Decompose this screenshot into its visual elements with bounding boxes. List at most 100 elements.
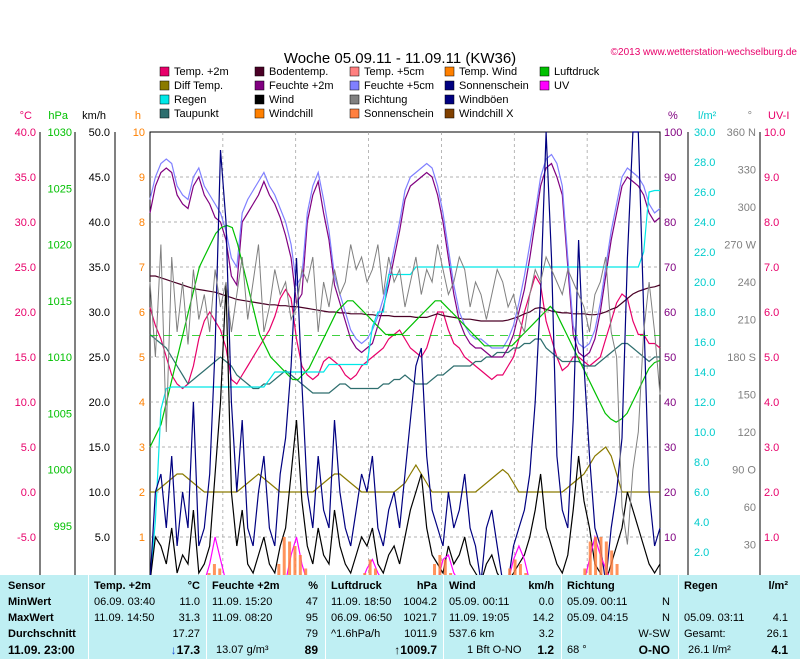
legend-swatch-10 [349, 94, 360, 105]
max-wind-time: 11.09. 19:05 [449, 612, 510, 624]
copyright-text: ©2013 www.wetterstation-wechselburg.de [611, 47, 798, 58]
min-temp-value: 11.0 [179, 596, 200, 608]
rain-axis-tick-3: 24.0 [694, 217, 715, 229]
degree-axis-tick-6: 180 S [727, 352, 756, 364]
rain-axis-tick-2: 26.0 [694, 187, 715, 199]
legend-swatch-4 [254, 66, 265, 77]
kmh-axis-tick-1: 45.0 [89, 172, 110, 184]
legend-swatch-14 [444, 94, 455, 105]
column-divider [88, 575, 89, 659]
legend-swatch-6 [254, 94, 265, 105]
legend-label-0: Temp. +2m [174, 66, 229, 78]
celsius-axis-tick-0: 40.0 [15, 127, 36, 139]
current-wind-bft: 1 Bft O-NO [467, 644, 522, 656]
max-richtung-time: 05.09. 04:15 [567, 612, 629, 624]
sunshine-bar-69 [518, 564, 522, 582]
hours-axis-unit: h [135, 110, 141, 122]
degree-axis-tick-0: 360 N [727, 127, 756, 139]
rain-axis-tick-8: 14.0 [694, 367, 715, 379]
percent-axis-tick-2: 80 [664, 217, 676, 229]
header-wind-unit: km/h [528, 580, 554, 592]
avg-regen-value: 26.1 [766, 628, 788, 640]
kmh-axis-tick-3: 35.0 [89, 262, 110, 274]
max-temp-value: 31.3 [178, 612, 200, 624]
series-line-diff-temp- [150, 446, 660, 493]
rain-axis-tick-5: 20.0 [694, 277, 715, 289]
kmh-axis-unit: km/h [82, 110, 106, 122]
hours-axis-tick-0: 10 [133, 127, 145, 139]
legend-swatch-13 [444, 80, 455, 91]
series-line-bodentemp- [150, 275, 661, 322]
max-temp-time: 11.09. 14:50 [94, 612, 155, 624]
legend-label-10: Richtung [364, 94, 407, 106]
sunshine-bar-24 [277, 564, 281, 582]
rain-axis-tick-13: 4.0 [694, 517, 709, 529]
kmh-axis-tick-8: 10.0 [89, 487, 110, 499]
degree-axis-tick-4: 240 [738, 277, 756, 289]
series-line-feuchte-5cm [149, 153, 661, 349]
degree-axis-tick-1: 330 [738, 165, 756, 177]
sunshine-bar-27 [293, 546, 297, 582]
kmh-axis-tick-2: 40.0 [89, 217, 110, 229]
degree-axis-tick-2: 300 [738, 202, 756, 214]
legend-swatch-16 [539, 66, 550, 77]
degree-axis-unit: ° [748, 110, 752, 122]
column-divider [206, 575, 207, 659]
min-richtung-value: N [662, 596, 670, 608]
degree-axis-tick-10: 60 [744, 502, 756, 514]
row-label-min: MinWert [8, 596, 52, 608]
degree-axis-tick-8: 120 [738, 427, 756, 439]
kmh-axis-tick-5: 25.0 [89, 352, 110, 364]
legend-swatch-15 [444, 108, 455, 119]
rain-axis-tick-7: 16.0 [694, 337, 715, 349]
kmh-axis-tick-4: 30.0 [89, 307, 110, 319]
header-regen: Regen [684, 580, 718, 592]
uv-axis-tick-8: 2.0 [764, 487, 779, 499]
plot-grid [150, 132, 660, 582]
hours-axis-tick-8: 2 [139, 487, 145, 499]
sunshine-bar-28 [298, 555, 302, 582]
legend-swatch-7 [254, 108, 265, 119]
row-label-avg: Durchschnitt [8, 628, 76, 640]
uv-axis-tick-6: 4.0 [764, 397, 779, 409]
current-richtung-value: O-NO [638, 643, 670, 657]
hpa-axis-unit: hPa [48, 110, 68, 122]
uv-axis-tick-1: 9.0 [764, 172, 779, 184]
legend-swatch-3 [159, 108, 170, 119]
min-richtung-time: 05.09. 00:11 [567, 596, 628, 608]
uv-axis-tick-2: 8.0 [764, 217, 779, 229]
celsius-axis-tick-8: 0.0 [21, 487, 36, 499]
rain-axis-tick-6: 18.0 [694, 307, 715, 319]
kmh-axis-tick-6: 20.0 [89, 397, 110, 409]
hours-axis-tick-7: 3 [139, 442, 145, 454]
legend-label-9: Feuchte +5cm [364, 80, 434, 92]
column-divider [678, 575, 679, 659]
percent-axis-unit: % [668, 110, 678, 122]
header-feuchte: Feuchte +2m [212, 580, 280, 592]
sunshine-bar-87 [615, 564, 619, 582]
header-luftdruck-unit: hPa [416, 580, 437, 592]
legend-label-2: Regen [174, 94, 206, 106]
min-luftdruck-time: 11.09. 18:50 [331, 596, 392, 608]
avg-richtung-value: W-SW [638, 628, 670, 640]
legend-label-12: Temp. Wind [459, 66, 517, 78]
legend-label-8: Temp. +5cm [364, 66, 424, 78]
legend-label-11: Sonnenschein [364, 108, 434, 120]
sunshine-bar-53 [433, 564, 437, 582]
uv-axis-tick-4: 6.0 [764, 307, 779, 319]
max-regen-time: 05.09. 03:11 [684, 612, 745, 624]
uv-axis-unit: UV-I [768, 110, 789, 122]
hours-axis-tick-5: 5 [139, 352, 145, 364]
percent-axis-tick-9: 10 [664, 532, 676, 544]
chart-legend: Temp. +2m Diff Temp. Regen Taupunkt Bodentem… [159, 66, 600, 120]
legend-label-16: Luftdruck [554, 66, 600, 78]
hours-axis-tick-2: 8 [139, 217, 145, 229]
hpa-axis-tick-7: 995 [54, 521, 72, 533]
current-absolute-humidity: 13.07 g/m³ [216, 644, 269, 656]
current-temp-value: 17.3 [176, 643, 200, 657]
series-line-richtung [149, 244, 661, 545]
max-feuchte-time: 11.09. 08:20 [212, 612, 273, 624]
column-divider [443, 575, 444, 659]
celsius-axis-tick-3: 25.0 [15, 262, 36, 274]
